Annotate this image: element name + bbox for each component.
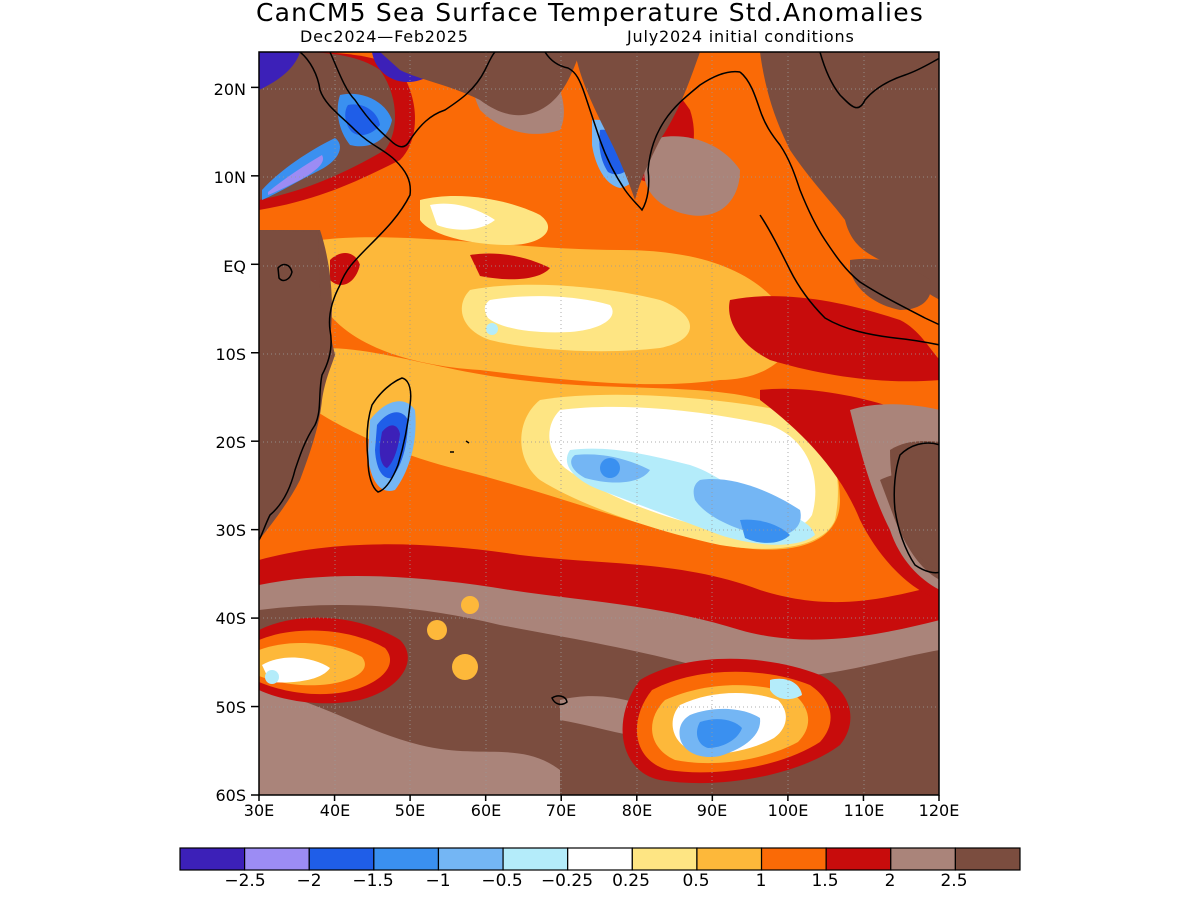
lon-label-80e: 80E <box>621 801 653 820</box>
lat-label-50s: 50S <box>215 698 246 717</box>
colorbar-label: 1.5 <box>811 871 839 891</box>
lon-label-120e: 120E <box>918 801 960 820</box>
colorbar-label: 2.5 <box>940 871 968 891</box>
graticule <box>259 52 939 795</box>
lon-label-30e: 30E <box>243 801 275 820</box>
axis-ticks <box>251 86 940 801</box>
colorbar-label: 2 <box>884 871 896 891</box>
land-masses <box>259 52 939 570</box>
lat-label-60s: 60S <box>215 786 246 805</box>
lon-label-50e: 50E <box>394 801 426 820</box>
lat-label-20s: 20S <box>215 433 246 452</box>
lat-label-10s: 10S <box>215 345 246 364</box>
colorbar-swatch <box>567 847 633 871</box>
colorbar-label: 1 <box>755 871 767 891</box>
colorbar-swatch <box>954 847 1021 871</box>
lon-label-100e: 100E <box>767 801 809 820</box>
colorbar-swatch <box>244 847 310 871</box>
lon-label-40e: 40E <box>319 801 351 820</box>
colorbar-label: −0.25 <box>540 871 594 891</box>
tropical-warm-band <box>300 195 840 550</box>
colorbar-label: −1.5 <box>352 871 394 891</box>
map-title: CanCM5 Sea Surface Temperature Std.Anoma… <box>255 0 924 27</box>
colorbar-swatch <box>502 847 569 871</box>
lon-label-110e: 110E <box>843 801 885 820</box>
colorbar-label: −0.5 <box>481 871 523 891</box>
lat-label-10n: 10N <box>213 168 246 187</box>
colorbar-swatch <box>179 847 246 871</box>
lon-label-90e: 90E <box>696 801 728 820</box>
lat-label-30s: 30S <box>215 521 246 540</box>
colorbar-swatch <box>308 847 375 871</box>
colorbar-swatch <box>631 847 698 871</box>
plot-area <box>259 52 939 795</box>
lat-label-40s: 40S <box>215 609 246 628</box>
lon-label-70e: 70E <box>545 801 577 820</box>
southern-warm-patches <box>259 596 851 784</box>
lat-label-20n: 20N <box>213 80 246 99</box>
colorbar-swatch <box>760 847 827 871</box>
colorbar-swatch <box>825 847 892 871</box>
colorbar-swatch <box>696 847 763 871</box>
coastlines <box>259 52 939 706</box>
colorbar-label: −2.5 <box>224 871 266 891</box>
season-label: Dec2024—Feb2025 <box>300 27 469 46</box>
plot-frame <box>258 51 940 796</box>
colorbar <box>179 847 1021 871</box>
lat-label-eq: EQ <box>223 257 246 276</box>
colorbar-label: 0.5 <box>682 871 710 891</box>
colorbar-swatch <box>890 847 956 871</box>
colorbar-label: −1 <box>425 871 451 891</box>
colorbar-swatch <box>437 847 504 871</box>
initial-conditions-label: July2024 initial conditions <box>627 27 855 46</box>
colorbar-label: 0.25 <box>612 871 650 891</box>
colorbar-swatch <box>373 847 440 871</box>
colorbar-label: −2 <box>296 871 322 891</box>
lon-label-60e: 60E <box>470 801 502 820</box>
